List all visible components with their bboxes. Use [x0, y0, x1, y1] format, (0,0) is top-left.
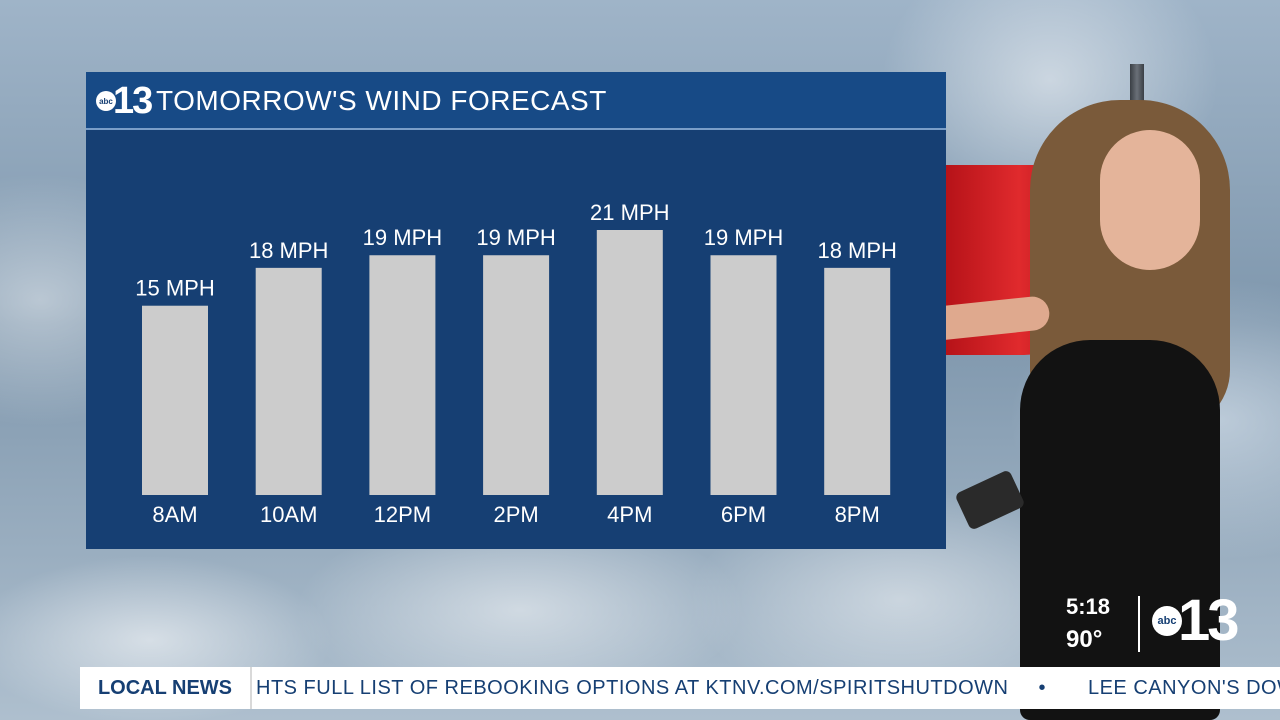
wind-value-label: 18 MPH — [817, 238, 896, 263]
panel-header: abc 13 TOMORROW'S WIND FORECAST — [86, 72, 946, 130]
wind-bar-6pm — [710, 255, 777, 495]
weather-anchor — [759, 100, 1260, 720]
time-label: 6PM — [721, 502, 766, 527]
wind-value-label: 18 MPH — [249, 238, 328, 263]
anchor-dress — [1020, 340, 1220, 720]
panel-title: TOMORROW'S WIND FORECAST — [156, 85, 607, 116]
station-number: 13 — [1178, 588, 1239, 653]
time-label: 12PM — [374, 502, 431, 527]
station-logo: abc 13 — [96, 80, 153, 122]
current-time: 5:18 — [1066, 594, 1111, 619]
ticker-tag: LOCAL NEWS — [80, 667, 252, 709]
wind-value-label: 19 MPH — [704, 225, 783, 250]
wind-bar-10am — [255, 267, 322, 495]
wind-bar-2pm — [483, 255, 550, 495]
wind-bar-chart: 15 MPH 8AM 18 MPH 10AM 19 MPH 12PM 19 MPH 2PM 21… — [135, 200, 897, 527]
ticker-scroll: HTS FULL LIST OF REBOOKING OPTIONS AT KT… — [256, 667, 1280, 709]
wind-value-label: 19 MPH — [363, 225, 442, 250]
current-temperature: 90° — [1066, 626, 1103, 653]
ticker-item: HTS FULL LIST OF REBOOKING OPTIONS AT KT… — [256, 676, 1009, 699]
time-label: 10AM — [260, 502, 317, 527]
time-label: 4PM — [607, 502, 652, 527]
wind-bar-8pm — [824, 267, 891, 495]
abc-logo-icon: abc — [96, 91, 116, 111]
wind-value-label: 21 MPH — [590, 200, 669, 225]
news-ticker: LOCAL NEWS HTS FULL LIST OF REBOOKING OP… — [80, 667, 1280, 709]
time-label: 2PM — [493, 502, 538, 527]
anchor-clicker — [954, 469, 1026, 531]
wind-bar-4pm — [596, 230, 663, 495]
time-label: 8AM — [152, 502, 197, 527]
bug-divider — [1138, 596, 1140, 652]
wind-value-label: 19 MPH — [476, 225, 555, 250]
station-number: 13 — [113, 80, 153, 122]
wind-bar-12pm — [369, 255, 436, 495]
station-bug: 5:18 90° abc 13 — [1060, 588, 1250, 660]
anchor-face — [1100, 130, 1200, 270]
ticker-separator: • — [1038, 676, 1046, 699]
ticker-item: LEE CANYON'S DOWN — [1087, 676, 1280, 699]
wind-value-label: 15 MPH — [135, 276, 214, 301]
abc-logo-icon: abc — [1152, 606, 1182, 636]
wind-bar-8am — [142, 305, 208, 495]
bug-station-logo: abc 13 — [1152, 588, 1239, 653]
time-label: 8PM — [835, 502, 880, 527]
